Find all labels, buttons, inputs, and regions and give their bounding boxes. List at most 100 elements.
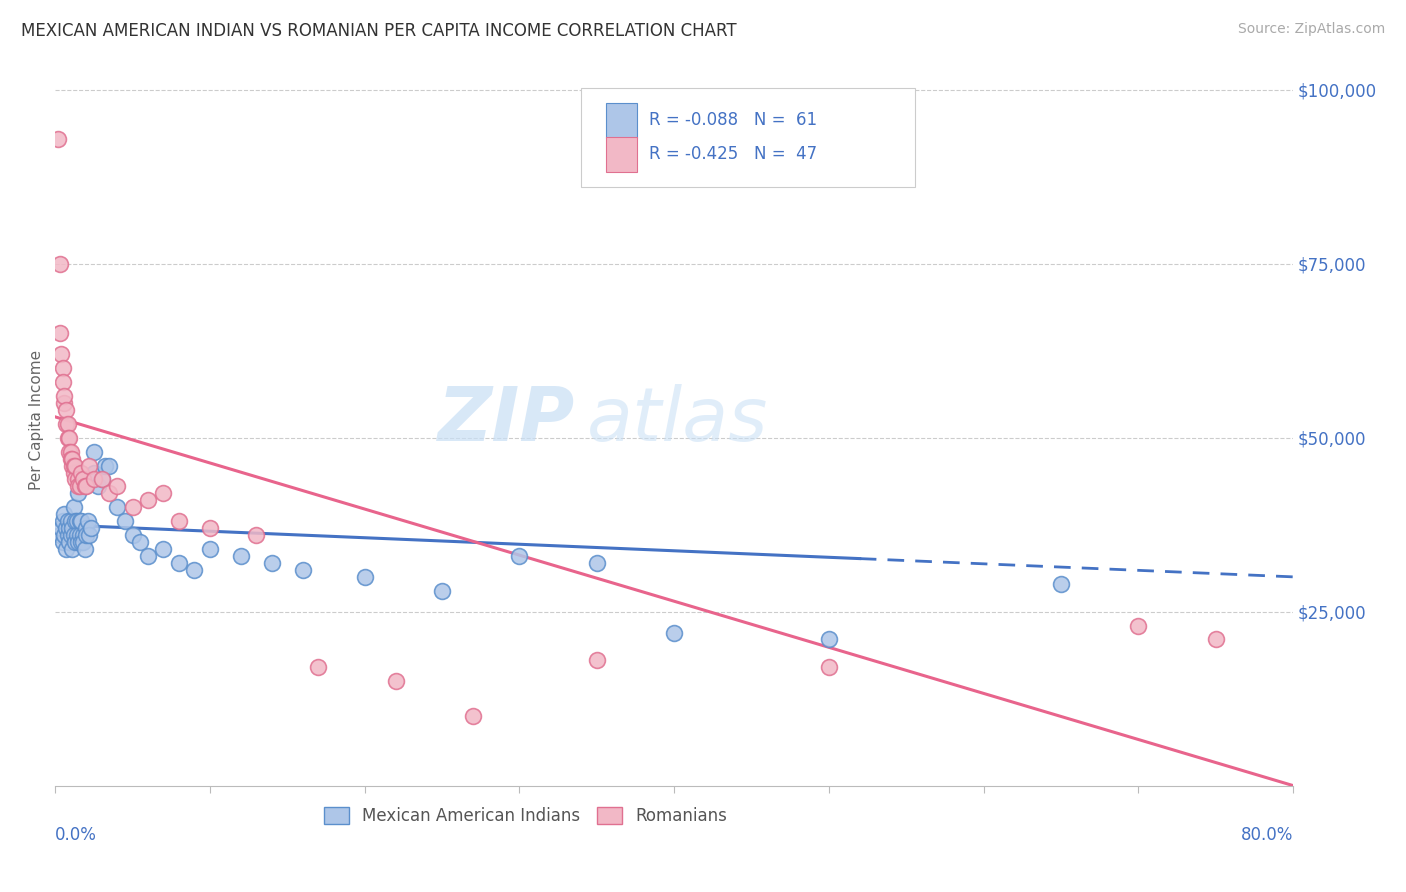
Point <box>56 417 79 431</box>
Point <box>55 403 77 417</box>
Point <box>65 535 87 549</box>
Point <box>73 542 96 557</box>
Point <box>75 479 97 493</box>
Point <box>461 709 484 723</box>
Point <box>67 473 90 487</box>
Point <box>52 514 75 528</box>
Point <box>62 458 84 473</box>
Point <box>353 570 375 584</box>
Point <box>56 431 79 445</box>
Point <box>77 458 100 473</box>
Point <box>83 473 105 487</box>
Point <box>121 528 143 542</box>
Point <box>83 466 105 480</box>
Point <box>65 458 87 473</box>
Point <box>51 521 73 535</box>
Point <box>136 493 159 508</box>
Point <box>69 514 91 528</box>
Point <box>72 528 94 542</box>
Point <box>121 500 143 515</box>
Point <box>1205 632 1227 647</box>
Point <box>260 556 283 570</box>
Point <box>80 521 103 535</box>
Text: MEXICAN AMERICAN INDIAN VS ROMANIAN PER CAPITA INCOME CORRELATION CHART: MEXICAN AMERICAN INDIAN VS ROMANIAN PER … <box>21 22 737 40</box>
Point <box>817 632 839 647</box>
Point <box>430 583 453 598</box>
Text: 0.0%: 0.0% <box>55 826 97 844</box>
Point <box>66 528 89 542</box>
Point <box>62 500 84 515</box>
Point <box>60 521 83 535</box>
Point <box>65 514 87 528</box>
Point <box>585 653 607 667</box>
Point <box>56 514 79 528</box>
Text: R = -0.088   N =  61: R = -0.088 N = 61 <box>650 112 817 129</box>
Point <box>114 514 136 528</box>
Point <box>105 479 128 493</box>
Point <box>70 535 93 549</box>
Point <box>136 549 159 563</box>
Point <box>1128 618 1150 632</box>
Point <box>198 542 221 557</box>
Point <box>55 521 77 535</box>
Point <box>129 535 152 549</box>
Point <box>245 528 267 542</box>
FancyBboxPatch shape <box>606 137 637 172</box>
Point <box>60 451 83 466</box>
Point <box>58 431 80 445</box>
Point <box>152 542 174 557</box>
Point <box>52 361 75 376</box>
Text: 80.0%: 80.0% <box>1240 826 1294 844</box>
Point <box>58 444 80 458</box>
Point <box>90 473 112 487</box>
Point <box>59 528 82 542</box>
Point <box>75 521 97 535</box>
Point <box>67 535 90 549</box>
Point <box>59 514 82 528</box>
Point <box>508 549 530 563</box>
Point <box>55 542 77 557</box>
Point <box>83 444 105 458</box>
Point <box>98 486 121 500</box>
Point <box>93 458 115 473</box>
Point <box>76 514 98 528</box>
Point <box>77 528 100 542</box>
Point <box>62 466 84 480</box>
Point <box>52 535 75 549</box>
Point <box>167 556 190 570</box>
Point <box>58 521 80 535</box>
Point <box>65 473 87 487</box>
Point <box>167 514 190 528</box>
Point <box>62 528 84 542</box>
Point <box>69 479 91 493</box>
Point <box>384 674 406 689</box>
Point <box>70 466 93 480</box>
Point <box>198 521 221 535</box>
Point <box>98 458 121 473</box>
Point <box>52 375 75 389</box>
Point <box>59 444 82 458</box>
Point <box>66 514 89 528</box>
Point <box>75 528 97 542</box>
Point <box>291 563 314 577</box>
Point <box>183 563 205 577</box>
Point <box>307 660 329 674</box>
Point <box>49 326 72 341</box>
Point <box>49 257 72 271</box>
Point <box>53 508 76 522</box>
Point <box>53 396 76 410</box>
Point <box>69 528 91 542</box>
Point <box>56 528 79 542</box>
Point <box>53 528 76 542</box>
Point <box>72 535 94 549</box>
FancyBboxPatch shape <box>606 103 637 137</box>
Point <box>72 473 94 487</box>
Text: Source: ZipAtlas.com: Source: ZipAtlas.com <box>1237 22 1385 37</box>
Point <box>817 660 839 674</box>
Text: R = -0.425   N =  47: R = -0.425 N = 47 <box>650 145 817 163</box>
Point <box>49 528 72 542</box>
Point <box>60 542 83 557</box>
Point <box>51 347 73 361</box>
Point <box>46 131 69 145</box>
Point <box>105 500 128 515</box>
